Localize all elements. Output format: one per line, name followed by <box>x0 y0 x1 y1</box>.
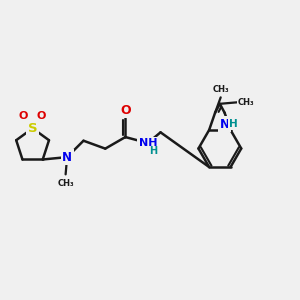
Text: N: N <box>62 151 72 164</box>
Text: CH₃: CH₃ <box>238 98 254 107</box>
Text: NH: NH <box>139 138 157 148</box>
Text: CH₃: CH₃ <box>57 179 74 188</box>
Text: O: O <box>37 111 46 121</box>
Text: CH₃: CH₃ <box>212 85 229 94</box>
Text: N: N <box>220 118 230 130</box>
Text: O: O <box>120 103 131 116</box>
Text: S: S <box>28 122 38 135</box>
Text: H: H <box>229 119 237 129</box>
Text: O: O <box>19 111 28 121</box>
Text: H: H <box>149 146 157 156</box>
